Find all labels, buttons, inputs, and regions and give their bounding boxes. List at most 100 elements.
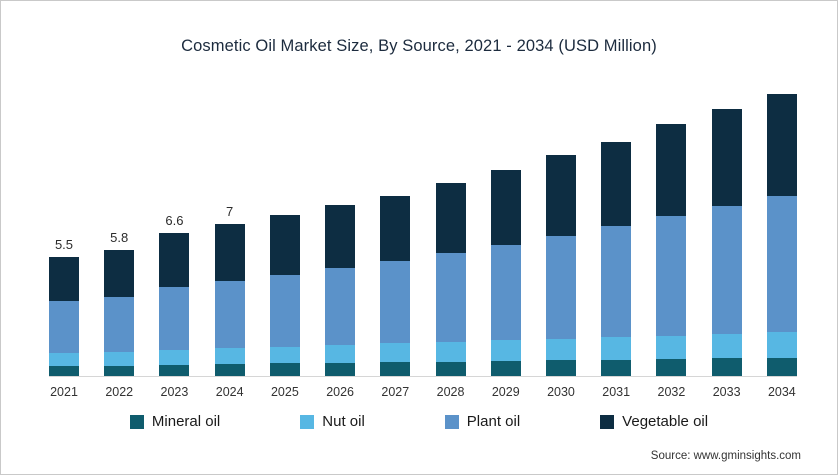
segment-nut-oil-2031 bbox=[601, 337, 632, 360]
bar-2033 bbox=[711, 89, 742, 376]
legend-label-mineral-oil: Mineral oil bbox=[151, 413, 221, 430]
bar-total-label-2023: 6.6 bbox=[165, 212, 184, 228]
segment-plant-oil-2024 bbox=[214, 280, 245, 349]
segment-mineral-oil-2023 bbox=[159, 364, 190, 376]
legend-label-plant-oil: Plant oil bbox=[466, 413, 521, 430]
segment-vegetable-oil-2030 bbox=[545, 154, 576, 236]
segment-mineral-oil-2032 bbox=[656, 359, 687, 376]
segment-vegetable-oil-2024 bbox=[214, 224, 245, 281]
segment-mineral-oil-2033 bbox=[711, 358, 742, 376]
x-axis-label-2028: 2028 bbox=[436, 385, 465, 399]
legend: Mineral oil Nut oil Plant oil Vegetable oil bbox=[1, 413, 837, 430]
segment-nut-oil-2023 bbox=[159, 349, 190, 365]
source-attribution: Source: www.gminsights.com bbox=[650, 450, 801, 462]
bar-2021: 5.5 bbox=[49, 237, 79, 376]
bar-stack-2023 bbox=[159, 232, 190, 376]
bar-stack-2032 bbox=[656, 124, 687, 376]
legend-swatch-plant-oil bbox=[444, 414, 459, 429]
segment-plant-oil-2022 bbox=[104, 296, 135, 352]
bar-total-label-2024: 7 bbox=[226, 204, 234, 220]
segment-nut-oil-2029 bbox=[490, 340, 521, 361]
bar-2027 bbox=[380, 176, 411, 376]
segment-mineral-oil-2034 bbox=[766, 357, 797, 376]
segment-vegetable-oil-2034 bbox=[766, 93, 797, 196]
bar-stack-2022 bbox=[104, 250, 135, 376]
segment-plant-oil-2021 bbox=[49, 301, 79, 354]
bar-2030 bbox=[545, 135, 576, 376]
bar-stack-2026 bbox=[325, 204, 356, 376]
segment-nut-oil-2032 bbox=[656, 335, 687, 360]
x-axis-label-2023: 2023 bbox=[160, 385, 189, 399]
segment-mineral-oil-2031 bbox=[601, 359, 632, 376]
legend-swatch-nut-oil bbox=[300, 414, 315, 429]
segment-vegetable-oil-2023 bbox=[159, 232, 190, 287]
segment-mineral-oil-2021 bbox=[49, 366, 79, 376]
segment-plant-oil-2026 bbox=[325, 268, 356, 346]
segment-mineral-oil-2028 bbox=[435, 361, 466, 376]
bar-2034 bbox=[766, 74, 797, 376]
x-axis-label-2021: 2021 bbox=[50, 385, 78, 399]
segment-mineral-oil-2029 bbox=[490, 361, 521, 376]
segment-plant-oil-2028 bbox=[435, 253, 466, 343]
bar-2026 bbox=[325, 185, 356, 376]
legend-swatch-mineral-oil bbox=[129, 414, 144, 429]
bar-2022: 5.8 bbox=[104, 230, 135, 376]
bar-stack-2027 bbox=[380, 195, 411, 376]
legend-swatch-vegetable-oil bbox=[600, 414, 615, 429]
bar-2023: 6.6 bbox=[159, 212, 190, 376]
segment-plant-oil-2033 bbox=[711, 206, 742, 335]
segment-nut-oil-2033 bbox=[711, 334, 742, 359]
segment-mineral-oil-2026 bbox=[325, 362, 356, 376]
x-axis-label-2026: 2026 bbox=[326, 385, 354, 399]
segment-vegetable-oil-2021 bbox=[49, 256, 79, 302]
segment-plant-oil-2030 bbox=[545, 235, 576, 339]
bar-2032 bbox=[656, 104, 687, 376]
x-axis-label-2030: 2030 bbox=[547, 385, 575, 399]
segment-mineral-oil-2024 bbox=[214, 364, 245, 376]
x-axis-label-2025: 2025 bbox=[270, 385, 299, 399]
segment-nut-oil-2021 bbox=[49, 353, 79, 367]
segment-vegetable-oil-2025 bbox=[269, 215, 300, 275]
segment-plant-oil-2029 bbox=[490, 244, 521, 341]
segment-plant-oil-2034 bbox=[766, 195, 797, 333]
segment-vegetable-oil-2027 bbox=[380, 195, 411, 261]
bar-stack-2024 bbox=[214, 224, 245, 376]
segment-vegetable-oil-2032 bbox=[656, 124, 687, 217]
bar-stack-2033 bbox=[711, 109, 742, 376]
segment-plant-oil-2027 bbox=[380, 260, 411, 344]
segment-nut-oil-2022 bbox=[104, 351, 135, 366]
bar-stack-2021 bbox=[49, 256, 79, 376]
bar-2029 bbox=[490, 150, 521, 376]
x-axis-label-2032: 2032 bbox=[657, 385, 686, 399]
segment-vegetable-oil-2028 bbox=[435, 182, 466, 254]
segment-vegetable-oil-2022 bbox=[104, 250, 135, 297]
segment-nut-oil-2025 bbox=[269, 346, 300, 364]
x-axis-label-2027: 2027 bbox=[381, 385, 410, 399]
bar-stack-2034 bbox=[766, 93, 797, 376]
bar-stack-2025 bbox=[269, 215, 300, 376]
segment-mineral-oil-2022 bbox=[104, 365, 135, 376]
segment-nut-oil-2030 bbox=[545, 338, 576, 361]
segment-mineral-oil-2027 bbox=[380, 362, 411, 376]
segment-nut-oil-2028 bbox=[435, 342, 466, 362]
segment-plant-oil-2031 bbox=[601, 226, 632, 338]
segment-vegetable-oil-2026 bbox=[325, 204, 356, 269]
bar-2024: 7 bbox=[214, 204, 245, 376]
segment-nut-oil-2027 bbox=[380, 343, 411, 363]
bar-2025 bbox=[269, 195, 300, 376]
x-axis-label-2022: 2022 bbox=[105, 385, 134, 399]
x-axis-line bbox=[49, 376, 797, 377]
x-axis-label-2031: 2031 bbox=[602, 385, 631, 399]
bar-2031 bbox=[601, 122, 632, 376]
segment-vegetable-oil-2033 bbox=[711, 109, 742, 207]
segment-mineral-oil-2030 bbox=[545, 360, 576, 376]
bar-stack-2030 bbox=[545, 154, 576, 376]
x-axis-label-2034: 2034 bbox=[767, 385, 796, 399]
legend-item-nut-oil: Nut oil bbox=[300, 413, 365, 430]
segment-nut-oil-2024 bbox=[214, 348, 245, 365]
segment-vegetable-oil-2031 bbox=[601, 141, 632, 227]
x-axis-label-2029: 2029 bbox=[491, 385, 520, 399]
x-axis-labels: 2021 2022 2023 2024 2025 2026 2027 2028 2029 2030… bbox=[49, 385, 797, 399]
segment-plant-oil-2032 bbox=[656, 216, 687, 336]
